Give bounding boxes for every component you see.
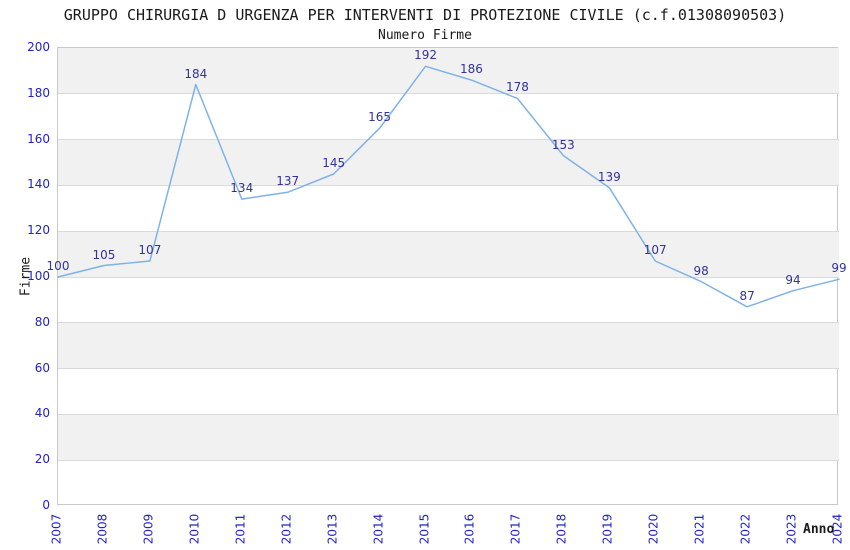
data-point-label: 107	[138, 242, 162, 257]
gridline	[58, 139, 839, 141]
x-tick-label: 2021	[692, 513, 707, 545]
x-tick-label: 2023	[784, 513, 799, 545]
data-point-label: 105	[92, 247, 116, 262]
data-point-label: 165	[368, 110, 392, 125]
data-point-label: 100	[46, 259, 70, 273]
gridline	[58, 230, 839, 232]
x-tick-label: 2020	[646, 513, 661, 545]
y-tick-label: 0	[42, 498, 50, 512]
grid-band	[58, 414, 839, 461]
x-tick-label: 2014	[371, 513, 386, 545]
data-point-label: 137	[276, 174, 300, 189]
x-tick-label: 2019	[600, 513, 615, 545]
data-point-label: 87	[739, 288, 755, 303]
x-tick-label: 2015	[417, 513, 432, 545]
grid-band	[58, 322, 839, 369]
data-point-label: 186	[460, 62, 483, 77]
chart-title: GRUPPO CHIRURGIA D URGENZA PER INTERVENT…	[63, 6, 787, 24]
grid-band	[58, 231, 839, 277]
gridline	[58, 368, 839, 370]
gridline	[58, 276, 839, 278]
x-tick-label: 2024	[830, 513, 845, 545]
x-axis-title: Anno	[803, 522, 835, 537]
x-tick-label: 2010	[187, 513, 202, 545]
x-tick-label: 2022	[738, 513, 753, 545]
x-tick-label: 2016	[462, 513, 477, 545]
gridline	[58, 93, 839, 95]
gridline	[58, 322, 839, 324]
data-point-label: 153	[551, 137, 575, 152]
data-point-label: 192	[414, 48, 437, 63]
y-tick-label: 100	[27, 269, 50, 283]
data-point-label: 184	[184, 66, 208, 81]
data-point-label: 134	[230, 181, 254, 196]
data-point-label: 94	[785, 272, 801, 287]
x-tick-label: 2011	[233, 513, 248, 545]
y-tick-label: 200	[27, 40, 50, 54]
x-tick-label: 2018	[554, 513, 569, 545]
gridline	[58, 413, 839, 415]
y-tick-label: 180	[27, 85, 50, 100]
data-point-label: 98	[693, 263, 709, 278]
data-point-label: 107	[643, 242, 667, 257]
y-tick-label: 80	[34, 314, 50, 329]
x-tick-label: 2007	[49, 513, 64, 545]
x-tick-label: 2017	[508, 513, 523, 545]
y-tick-label: 20	[34, 452, 50, 467]
series-polyline	[57, 65, 840, 308]
line-series	[57, 65, 840, 308]
data-point-label: 139	[597, 169, 621, 184]
data-point-label: 145	[322, 155, 346, 170]
data-point-label: 99	[831, 261, 847, 276]
data-point-label: 178	[505, 80, 529, 95]
y-tick-label: 60	[34, 360, 50, 375]
gridline	[58, 459, 839, 461]
grid-band	[58, 48, 839, 94]
x-tick-label: 2013	[325, 513, 340, 545]
y-tick-label: 160	[27, 131, 50, 146]
gridline	[58, 184, 839, 186]
x-tick-label: 2008	[95, 513, 110, 545]
plot-area: 100 105 107 184 134 137 145 165 192 186 178 153 139 1…	[47, 47, 847, 505]
x-tick-label: 2012	[279, 513, 294, 545]
x-tick-label: 2009	[141, 513, 156, 545]
grid-band	[58, 139, 839, 186]
chart-subtitle: Numero Firme	[378, 28, 472, 43]
y-tick-label: 120	[27, 223, 50, 238]
y-tick-label: 140	[27, 177, 50, 192]
y-tick-label: 40	[34, 406, 50, 421]
